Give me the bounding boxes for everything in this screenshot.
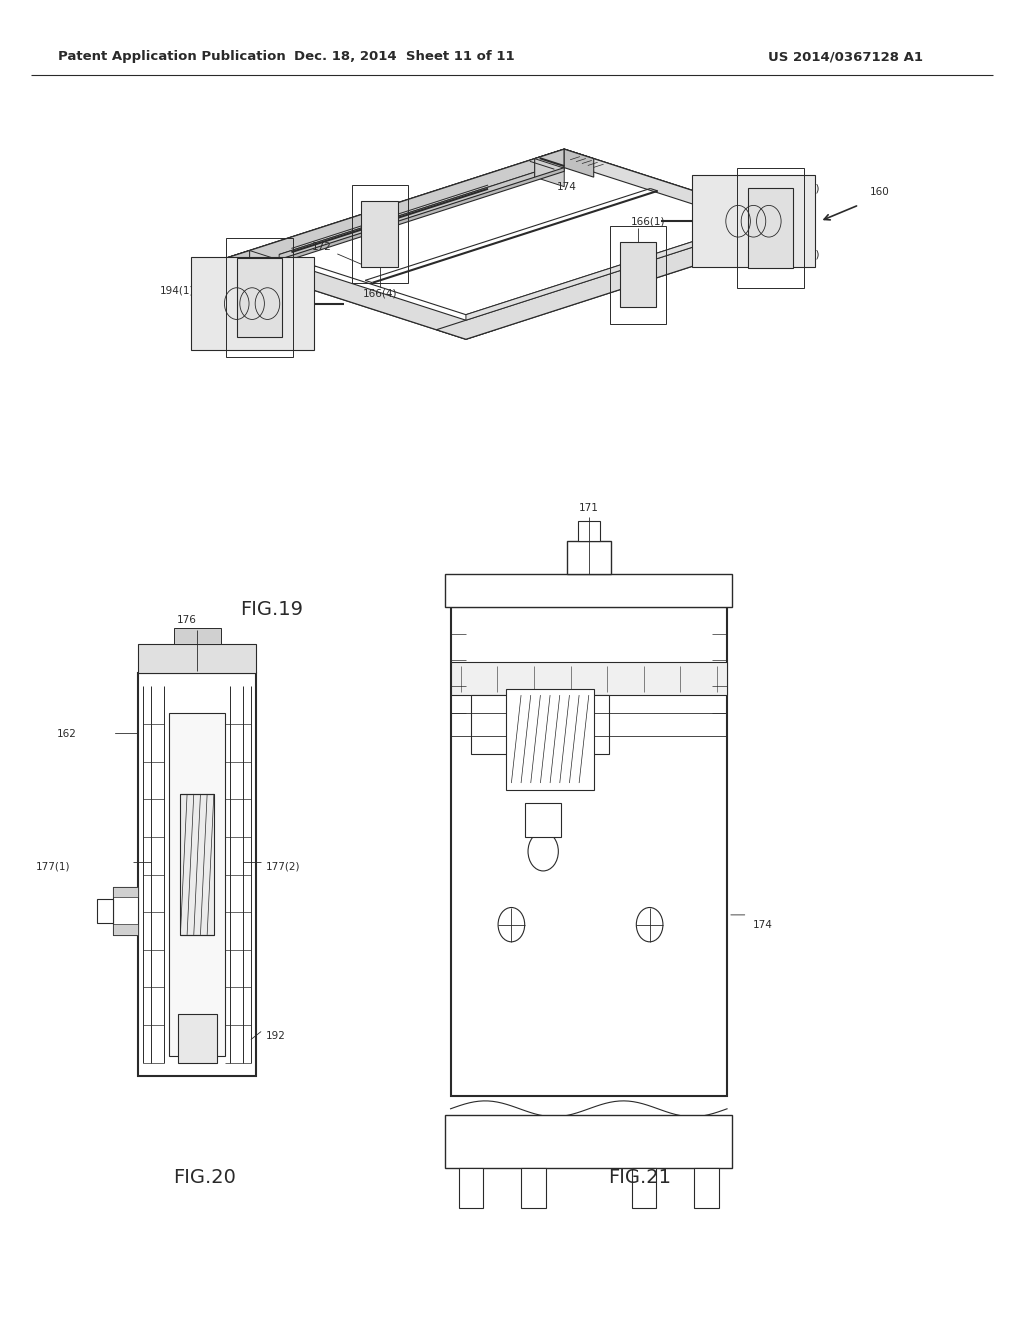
Polygon shape xyxy=(564,149,810,265)
Bar xyxy=(445,574,732,607)
Bar xyxy=(177,1014,217,1063)
Text: 194(1): 194(1) xyxy=(160,285,195,296)
Polygon shape xyxy=(535,149,810,238)
Bar xyxy=(190,257,313,350)
Text: 166(3): 166(3) xyxy=(196,318,230,329)
Polygon shape xyxy=(780,219,810,247)
Text: 166(2): 166(2) xyxy=(786,183,820,193)
Text: US 2014/0367128 A1: US 2014/0367128 A1 xyxy=(768,50,923,63)
Polygon shape xyxy=(220,251,250,279)
Circle shape xyxy=(243,253,251,264)
Bar xyxy=(451,607,727,1096)
Text: 174: 174 xyxy=(753,920,772,929)
Bar xyxy=(610,226,666,323)
Text: 166(4): 166(4) xyxy=(362,288,397,298)
Text: 174: 174 xyxy=(557,182,578,191)
Bar xyxy=(620,242,656,308)
Text: 192: 192 xyxy=(266,1031,286,1040)
Bar xyxy=(692,176,815,268)
Bar xyxy=(180,795,214,935)
Circle shape xyxy=(484,176,493,186)
Bar xyxy=(694,1168,719,1208)
Text: 171: 171 xyxy=(579,503,599,513)
Polygon shape xyxy=(220,149,810,339)
Bar xyxy=(525,803,561,837)
Text: 160: 160 xyxy=(869,186,889,197)
Bar xyxy=(578,521,600,541)
Text: 194(2): 194(2) xyxy=(786,249,820,259)
Bar xyxy=(225,238,293,358)
Text: 177(2): 177(2) xyxy=(266,862,301,871)
Circle shape xyxy=(346,220,354,231)
Polygon shape xyxy=(466,223,751,321)
Text: FIG.19: FIG.19 xyxy=(240,601,303,619)
Bar xyxy=(138,644,256,673)
Polygon shape xyxy=(220,168,564,282)
Bar xyxy=(632,1168,656,1208)
Text: 162: 162 xyxy=(56,729,76,739)
Bar xyxy=(737,168,805,288)
Text: 166(1): 166(1) xyxy=(631,216,666,227)
Text: 172: 172 xyxy=(311,243,332,252)
Polygon shape xyxy=(535,158,564,186)
Circle shape xyxy=(278,242,286,252)
Bar xyxy=(459,1168,483,1208)
Polygon shape xyxy=(564,149,594,177)
Bar xyxy=(471,696,609,754)
Circle shape xyxy=(415,198,423,209)
Polygon shape xyxy=(280,162,751,314)
Polygon shape xyxy=(250,251,280,279)
Text: Dec. 18, 2014  Sheet 11 of 11: Dec. 18, 2014 Sheet 11 of 11 xyxy=(294,50,515,63)
Polygon shape xyxy=(535,149,564,177)
Text: FIG.20: FIG.20 xyxy=(173,1168,237,1187)
Bar xyxy=(169,713,225,1056)
Bar xyxy=(445,1115,732,1168)
Circle shape xyxy=(381,209,389,219)
Polygon shape xyxy=(220,149,564,297)
Bar xyxy=(521,1168,546,1208)
Bar xyxy=(113,887,138,935)
Text: 176: 176 xyxy=(177,615,197,626)
Bar xyxy=(113,887,138,898)
Circle shape xyxy=(312,231,321,242)
Text: 179: 179 xyxy=(370,247,389,256)
Bar xyxy=(97,899,113,923)
Bar xyxy=(566,541,611,574)
Text: 162: 162 xyxy=(772,227,792,238)
Bar xyxy=(506,689,594,789)
Text: FIG.21: FIG.21 xyxy=(608,1168,672,1187)
Text: 177(1): 177(1) xyxy=(36,862,71,871)
Bar xyxy=(352,185,408,282)
Polygon shape xyxy=(220,149,594,269)
Polygon shape xyxy=(280,162,564,260)
Bar xyxy=(749,187,794,268)
Circle shape xyxy=(450,186,458,197)
Text: Patent Application Publication: Patent Application Publication xyxy=(58,50,286,63)
Bar xyxy=(361,201,398,267)
Bar xyxy=(113,924,138,935)
Bar xyxy=(174,628,221,644)
Polygon shape xyxy=(220,251,496,339)
Bar xyxy=(451,663,727,696)
Bar xyxy=(138,673,256,1076)
Bar xyxy=(237,257,282,338)
Polygon shape xyxy=(436,219,810,339)
